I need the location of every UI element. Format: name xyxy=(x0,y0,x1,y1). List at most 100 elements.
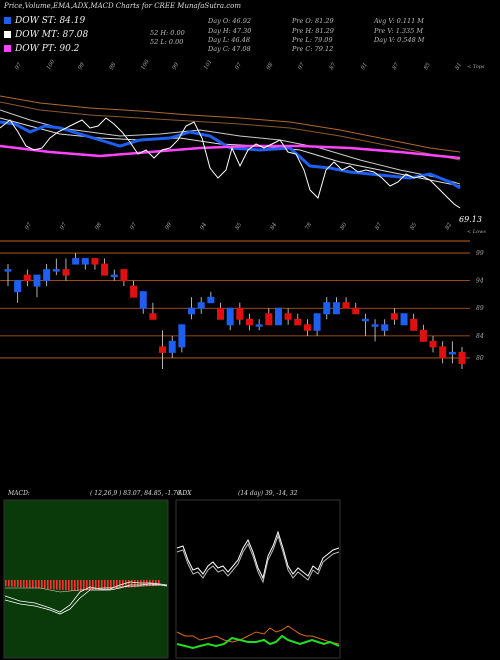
macd-hist-bar xyxy=(53,580,55,590)
candle-body xyxy=(52,269,60,272)
top-ticks: 97 100 99 98 100 99 101 97 98 97 87 91 87 85 81 xyxy=(15,58,464,71)
macd-hist-bar xyxy=(128,580,130,588)
candle-body xyxy=(62,269,70,276)
stat-pre-open: Pre O: 81.29 xyxy=(292,17,334,25)
legend-label: DOW ST: 84.19 xyxy=(15,16,86,26)
ema-panel: 69.13 < Tops < Lows 97 100 99 98 100 99 101 97 9… xyxy=(0,58,486,235)
adx-box xyxy=(175,499,341,659)
macd-hist-bar xyxy=(95,580,97,590)
lows-label: < Lows xyxy=(467,229,486,235)
candles xyxy=(4,253,466,369)
candle-body xyxy=(130,285,138,298)
stat-day-close: Day C: 47.08 xyxy=(208,45,251,53)
top-tick-label: 85 xyxy=(423,62,432,71)
macd-hist-bar xyxy=(20,580,22,588)
stat-52-low: 52 L: 0.00 xyxy=(150,38,184,46)
bottom-tick-label: 85 xyxy=(410,222,419,231)
macd-hist-bar xyxy=(158,580,160,586)
candle-body xyxy=(323,302,331,315)
candle-panel: 99 94 89 84 80 xyxy=(0,240,484,369)
ema-pt-magenta xyxy=(0,144,461,160)
macd-hist-bar xyxy=(119,580,121,589)
price-line-white xyxy=(0,117,461,209)
candle-body xyxy=(303,324,311,331)
top-tick-label: 87 xyxy=(392,62,401,71)
candle-body xyxy=(178,324,186,348)
macd-hist-bar xyxy=(155,580,157,586)
ema-long-orange-2 xyxy=(0,101,461,161)
legend-dow-pt: DOW PT: 90.2 xyxy=(4,44,79,54)
macd-hist-bar xyxy=(86,580,88,591)
price-axis-label: 99 xyxy=(476,250,484,257)
macd-values: ( 12,26,9 ) 83.07, 84.85, -1.76 xyxy=(90,490,181,497)
price-levels: 99 94 89 84 80 xyxy=(0,250,484,362)
macd-hist-bar xyxy=(23,580,25,588)
macd-panel: MACD: ( 12,26,9 ) 83.07, 84.85, -1.76 xyxy=(3,490,181,659)
price-axis-label: 80 xyxy=(476,355,484,362)
macd-signal xyxy=(4,583,168,615)
top-tick-label: 97 xyxy=(235,62,244,71)
macd-hist-bar xyxy=(116,580,118,589)
adx-green-line xyxy=(176,634,340,650)
candle-body xyxy=(149,313,157,320)
legend-swatch-white xyxy=(4,31,11,38)
candle-body xyxy=(81,258,89,265)
ema-last-value: 69.13 xyxy=(459,215,482,224)
candle-body xyxy=(101,263,109,276)
chart-title: Price,Volume,EMA,ADX,MACD Charts for CRE… xyxy=(4,2,242,10)
stat-52-high: 52 H: 0.00 xyxy=(150,29,185,37)
macd-hist-bar xyxy=(110,580,112,589)
legend-swatch-magenta xyxy=(4,45,11,52)
candle-body xyxy=(429,340,437,348)
stat-day-low: Day L: 46.48 xyxy=(208,36,251,44)
ema-long-orange xyxy=(0,95,461,153)
macd-hist-bar xyxy=(104,580,106,590)
adx-white-line-2 xyxy=(176,534,340,584)
top-tick-label: 100 xyxy=(46,58,57,71)
candle-body xyxy=(361,318,369,322)
candle-body xyxy=(226,307,234,326)
macd-hist-bar xyxy=(62,580,64,590)
macd-histogram xyxy=(5,580,160,591)
candle-body xyxy=(139,291,147,309)
macd-hist-bar xyxy=(47,580,49,589)
macd-hist-bar xyxy=(50,580,52,590)
candle-body xyxy=(236,307,244,320)
candle-body xyxy=(33,274,41,287)
stat-pre-close: Pre C: 79.12 xyxy=(292,45,334,53)
macd-hist-bar xyxy=(59,580,61,590)
candle-body xyxy=(43,269,51,282)
price-axis-label: 94 xyxy=(476,278,484,285)
candle-body xyxy=(255,324,263,327)
price-axis-label: 84 xyxy=(476,333,484,340)
macd-hist-bar xyxy=(5,580,7,587)
candle-body xyxy=(265,313,273,326)
macd-hist-bar xyxy=(71,580,73,591)
macd-hist-bar xyxy=(68,580,70,591)
macd-hist-bar xyxy=(92,580,94,590)
macd-line xyxy=(4,581,168,613)
bottom-ticks: 97 97 98 97 99 94 85 84 78 80 87 85 82 xyxy=(25,222,454,231)
macd-hist-bar xyxy=(80,580,82,591)
macd-hist-bar xyxy=(125,580,127,588)
tops-label: < Tops xyxy=(467,64,485,70)
macd-hist-bar xyxy=(11,580,13,587)
candle-body xyxy=(419,329,427,342)
candle-body xyxy=(120,269,128,282)
stat-pre-high: Pre H: 81.29 xyxy=(292,27,334,35)
bottom-tick-label: 84 xyxy=(270,222,279,231)
candle-body xyxy=(294,318,302,326)
macd-hist-bar xyxy=(101,580,103,590)
candle-body xyxy=(448,351,456,355)
adx-panel: ADX (14 day) 39, -14, 32 xyxy=(175,490,341,659)
candle-body xyxy=(284,313,292,320)
top-tick-label: 101 xyxy=(203,59,213,71)
macd-hist-bar xyxy=(89,580,91,591)
bottom-tick-label: 97 xyxy=(25,222,34,231)
adx-values: (14 day) 39, -14, 32 xyxy=(238,490,298,497)
top-tick-label: 99 xyxy=(77,62,86,71)
legend-dow-st: DOW ST: 84.19 xyxy=(4,16,85,26)
adx-white-line xyxy=(176,530,340,580)
candle-body xyxy=(245,318,253,326)
